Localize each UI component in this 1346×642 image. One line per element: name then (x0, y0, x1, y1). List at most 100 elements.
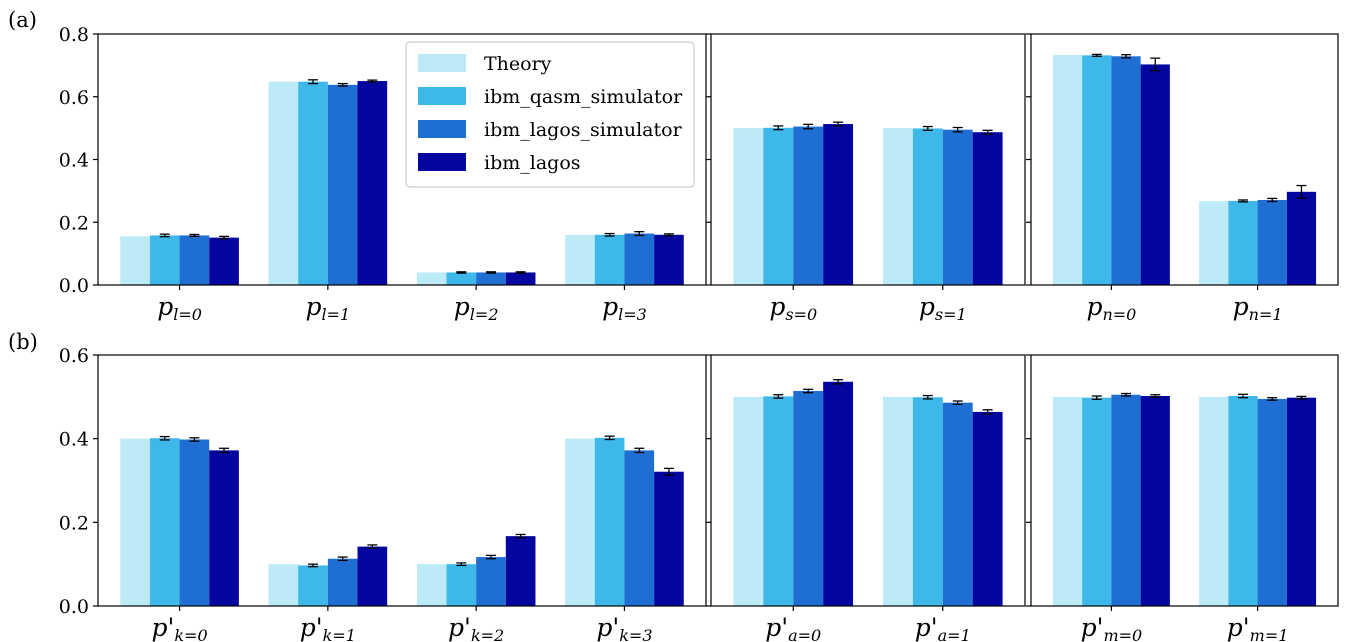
bar-theory-1 (882, 396, 913, 606)
y-tick-label: 0.2 (59, 212, 89, 234)
error-bar-3-1 (982, 409, 993, 415)
x-tick-label: ps=1 (919, 292, 967, 324)
bar-theory-0 (1052, 55, 1083, 285)
x-tick-label: pl=2 (454, 292, 499, 324)
x-tick-label: p'a=1 (915, 613, 971, 642)
error-bar-1-1 (922, 394, 933, 400)
error-bar-1-3 (604, 435, 615, 441)
bar-theory-0 (1052, 396, 1083, 606)
bar-ibm-lagos-0 (209, 450, 239, 606)
x-tick-label: p'k=0 (151, 613, 207, 642)
legend-entry-1: ibm_qasm_simulator (484, 86, 683, 108)
bar-ibm-qasm-simulator-1 (912, 128, 943, 285)
error-bar-3-0 (219, 447, 230, 454)
bar-ibm-lagos-simulator-3 (624, 233, 655, 285)
legend: Theory ibm_qasm_simulator ibm_lagos_simula… (405, 41, 695, 188)
bar-ibm-lagos-0 (823, 381, 854, 606)
bar-ibm-lagos-1 (972, 132, 1003, 285)
bar-ibm-qasm-simulator-3 (594, 437, 625, 606)
bar-ibm-lagos-0 (1140, 396, 1170, 606)
axes-frame (1030, 354, 1339, 607)
bar-ibm-qasm-simulator-0 (149, 235, 180, 285)
bar-ibm-lagos-simulator-0 (179, 235, 210, 285)
error-bar-2-3 (634, 231, 645, 237)
bar-ibm-qasm-simulator-3 (594, 234, 625, 285)
axes-frame (97, 354, 707, 607)
bar-ibm-lagos-1 (357, 81, 388, 285)
error-bar-2-1 (952, 400, 963, 406)
bar-ibm-lagos-simulator-2 (476, 272, 506, 285)
bar-ibm-qasm-simulator-0 (763, 396, 794, 606)
bar-ibm-lagos-simulator-1 (1257, 199, 1287, 285)
error-bar-1-0 (159, 233, 170, 238)
y-tick-label: 0.8 (59, 24, 89, 46)
bar-ibm-lagos-simulator-0 (1111, 394, 1141, 606)
error-bar-1-2 (456, 562, 467, 567)
bar-ibm-qasm-simulator-1 (1228, 200, 1258, 285)
bar-theory-1 (268, 564, 299, 606)
error-bar-3-0 (833, 379, 844, 385)
bar-ibm-lagos-2 (505, 536, 536, 606)
error-bar-3-1 (982, 129, 993, 135)
bar-ibm-lagos-simulator-1 (942, 129, 973, 285)
bar-ibm-lagos-simulator-1 (327, 558, 358, 606)
y-tick-label: 0.4 (59, 150, 89, 172)
error-bar-1-2 (456, 271, 467, 274)
bar-theory-0 (120, 438, 150, 606)
error-bar-3-0 (833, 121, 844, 127)
bar-theory-0 (733, 128, 764, 286)
bar-ibm-lagos-0 (823, 124, 854, 285)
error-bar-3-0 (1150, 57, 1161, 72)
error-bar-1-0 (159, 435, 170, 441)
bar-theory-1 (1199, 396, 1229, 606)
y-tick-label: 0.0 (59, 275, 89, 297)
bar-ibm-lagos-1 (357, 546, 388, 606)
error-bar-2-0 (1121, 54, 1132, 59)
subplots: 0.00.20.40.60.8pl=0 pl=1 pl=2 pl=3 ps=0 ps=1 p… (59, 24, 1339, 642)
bar-ibm-lagos-0 (1140, 64, 1170, 286)
bar-ibm-qasm-simulator-1 (298, 565, 328, 606)
error-bar-3-1 (367, 79, 378, 83)
subplot-a-2: pn=0 pn=1 (1026, 33, 1339, 324)
bar-ibm-lagos-simulator-2 (476, 557, 506, 606)
panel-label-a: (a) (8, 8, 37, 32)
subplot-a-1: ps=0 ps=1 (706, 33, 1026, 324)
bar-ibm-qasm-simulator-2 (446, 272, 477, 285)
error-bar-1-1 (308, 79, 319, 85)
bar-ibm-qasm-simulator-1 (912, 397, 943, 606)
y-tick-label: 0.2 (59, 512, 89, 534)
bar-theory-0 (733, 396, 764, 606)
error-bar-1-0 (1091, 53, 1102, 57)
bar-ibm-lagos-simulator-1 (327, 84, 358, 285)
bar-ibm-lagos-simulator-0 (1111, 56, 1141, 285)
error-bar-2-0 (189, 437, 200, 442)
y-tick-label: 0.6 (59, 87, 89, 109)
bar-ibm-lagos-1 (1286, 397, 1317, 606)
error-bar-2-1 (337, 556, 348, 562)
bar-ibm-qasm-simulator-1 (298, 81, 328, 285)
error-bar-1-0 (773, 394, 784, 399)
subplot-b-5: p'm=0 p'm=1 (1026, 354, 1339, 642)
bar-ibm-lagos-2 (505, 272, 536, 285)
legend-entry-0: Theory (484, 53, 552, 75)
legend-swatch-0 (418, 54, 466, 72)
panel-label-b: (b) (8, 330, 38, 354)
x-tick-label: ps=0 (769, 292, 817, 324)
bar-theory-1 (268, 81, 299, 285)
error-bar-2-1 (1267, 397, 1278, 401)
legend-entry-2: ibm_lagos_simulator (484, 119, 683, 141)
error-bar-2-1 (952, 126, 963, 133)
error-bar-2-0 (803, 123, 814, 130)
x-tick-label: pl=1 (305, 292, 350, 324)
error-bar-2-0 (1121, 392, 1132, 397)
error-bar-2-1 (1267, 197, 1278, 203)
x-tick-label: p'm=0 (1081, 613, 1143, 642)
error-bar-2-1 (337, 82, 348, 87)
x-tick-label: p'a=0 (765, 613, 821, 642)
error-bar-1-1 (922, 125, 933, 131)
bar-ibm-lagos-simulator-0 (793, 126, 824, 285)
bar-ibm-qasm-simulator-2 (446, 564, 477, 606)
legend-entry-3: ibm_lagos (484, 152, 581, 174)
bar-ibm-lagos-3 (654, 471, 684, 606)
y-tick-label: 0.0 (59, 596, 89, 618)
